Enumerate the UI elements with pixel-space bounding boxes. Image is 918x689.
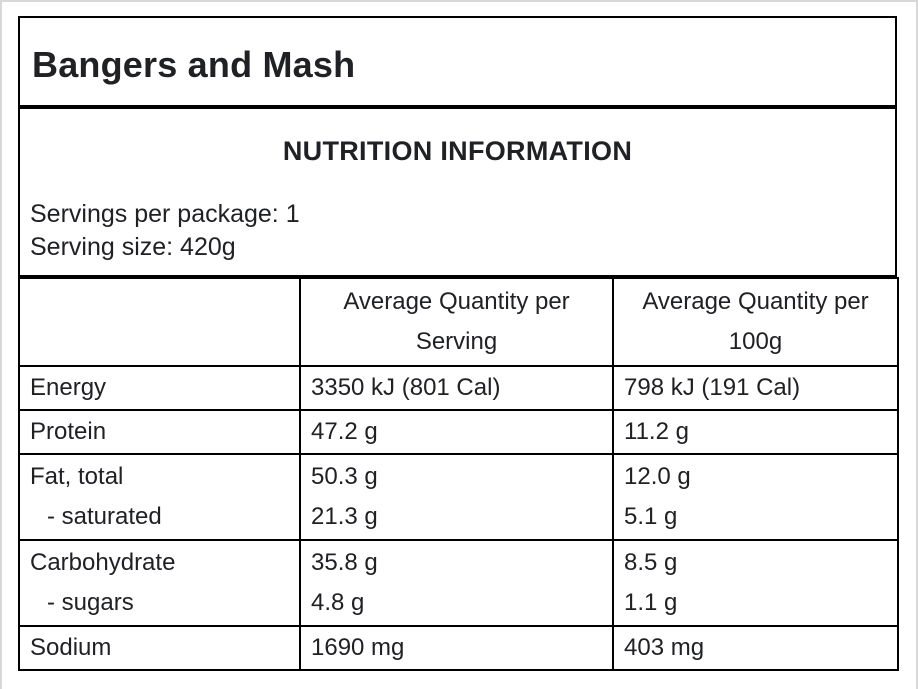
cell-text: 11.2 g [624,418,689,445]
cell-text: 8.5 g [624,549,678,576]
cell-text: 21.3 g [311,503,378,530]
cell-text: - saturated [47,503,162,530]
per-serving-cell: 47.2 g [299,409,614,455]
empty-header-cell [18,277,301,367]
table-header-row: Average Quantity per Serving Average Qua… [18,277,899,367]
serving-size-text: Serving size: 420g [30,233,236,261]
product-title: Bangers and Mash [32,43,356,85]
cell-text: Protein [30,418,107,445]
cell-text: 1.1 g [624,589,678,616]
cell-text: 403 mg [624,634,705,661]
cell-text: Carbohydrate [30,549,176,576]
per-serving-cell: 35.8 g 4.8 g [299,539,614,627]
nutrition-information-heading: NUTRITION INFORMATION [282,136,633,166]
cell-text: 4.8 g [311,589,365,616]
cell-text: 47.2 g [311,418,378,445]
nutrient-name-cell: Energy [18,365,301,411]
cell-text: Energy [30,374,107,401]
nutrition-label: Bangers and Mash NUTRITION INFORMATION S… [18,16,899,671]
per-100g-cell: 403 mg [612,625,899,671]
cell-text: 12.0 g [624,463,691,490]
cell-text: 3350 kJ (801 Cal) [311,374,501,401]
per-serving-header-cell: Average Quantity per Serving [299,277,614,367]
per-serving-cell: 50.3 g 21.3 g [299,453,614,541]
product-title-box: Bangers and Mash [18,16,897,107]
per-100g-cell: 11.2 g [612,409,899,455]
table-row-energy: Energy 3350 kJ (801 Cal) 798 kJ (191 Cal) [18,365,899,411]
nutrient-name-cell: Protein [18,409,301,455]
nutrient-name-cell: Carbohydrate - sugars [18,539,301,627]
nutrient-name-cell: Sodium [18,625,301,671]
nutrient-name-cell: Fat, total - saturated [18,453,301,541]
per-100g-cell: 8.5 g 1.1 g [612,539,899,627]
per-100g-cell: 12.0 g 5.1 g [612,453,899,541]
servings-per-package-text: Servings per package: 1 [30,200,300,228]
per-100g-cell: 798 kJ (191 Cal) [612,365,899,411]
cell-text: 1690 mg [311,634,405,661]
cell-text: 5.1 g [624,503,678,530]
cell-text: 35.8 g [311,549,378,576]
per-serving-cell: 1690 mg [299,625,614,671]
table-row-fat: Fat, total - saturated 50.3 g 21.3 g 12.0 g 5… [18,453,899,541]
cell-text: - sugars [47,589,134,616]
table-row-protein: Protein 47.2 g 11.2 g [18,409,899,455]
nutrition-table-body: Energy 3350 kJ (801 Cal) 798 kJ (191 Cal) P… [18,365,899,671]
per-serving-cell: 3350 kJ (801 Cal) [299,365,614,411]
table-row-carbohydrate: Carbohydrate - sugars 35.8 g 4.8 g 8.5 g 1.1 … [18,539,899,627]
cell-text: Sodium [30,634,112,661]
cell-text: 50.3 g [311,463,378,490]
nutrition-table: Average Quantity per Serving Average Qua… [18,277,899,671]
cell-text: 798 kJ (191 Cal) [624,374,801,401]
table-row-sodium: Sodium 1690 mg 403 mg [18,625,899,671]
cell-text: Fat, total [30,463,124,490]
per-100g-header-cell: Average Quantity per 100g [612,277,899,367]
nutrition-info-box: NUTRITION INFORMATION Servings per packa… [18,107,897,277]
